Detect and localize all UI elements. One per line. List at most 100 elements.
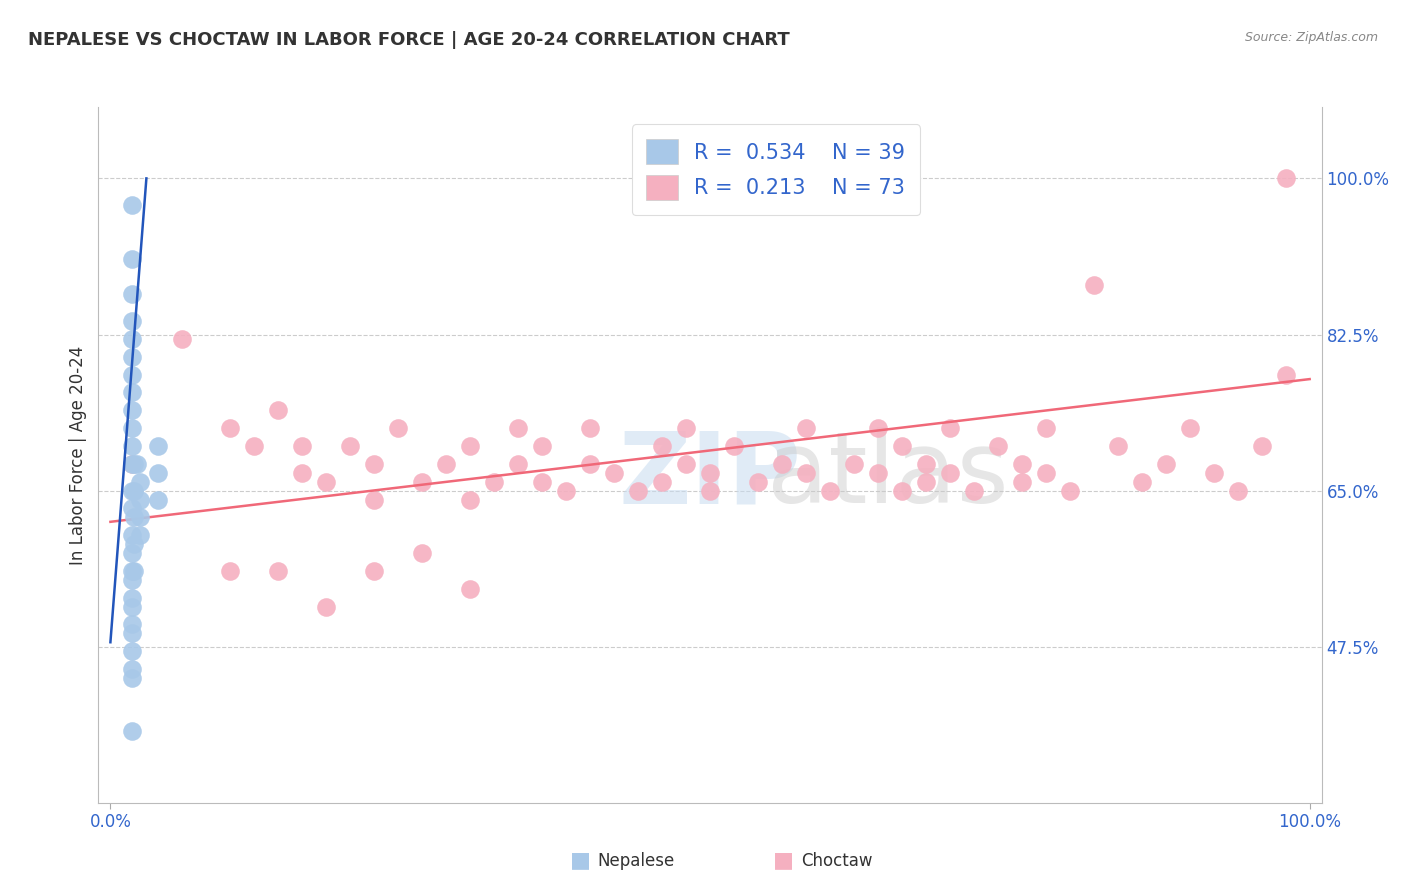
Point	[129, 510, 152, 524]
Point	[121, 457, 143, 471]
Point	[121, 546, 143, 560]
Point	[387, 421, 409, 435]
Point	[987, 439, 1010, 453]
Point	[531, 475, 554, 489]
Point	[458, 492, 481, 507]
Point	[121, 439, 143, 453]
Text: Choctaw: Choctaw	[801, 852, 873, 870]
Point	[818, 483, 841, 498]
Point	[363, 492, 385, 507]
Point	[243, 439, 266, 453]
Point	[121, 626, 143, 640]
Point	[1035, 421, 1057, 435]
Point	[866, 421, 889, 435]
Point	[939, 466, 962, 480]
Text: NEPALESE VS CHOCTAW IN LABOR FORCE | AGE 20-24 CORRELATION CHART: NEPALESE VS CHOCTAW IN LABOR FORCE | AGE…	[28, 31, 790, 49]
Point	[1154, 457, 1177, 471]
Text: atlas: atlas	[766, 427, 1008, 524]
Point	[675, 421, 697, 435]
Text: ZIP: ZIP	[619, 427, 801, 524]
Point	[1011, 457, 1033, 471]
Point	[315, 475, 337, 489]
Point	[1059, 483, 1081, 498]
Point	[794, 421, 817, 435]
Text: ■: ■	[569, 850, 591, 870]
Point	[124, 457, 146, 471]
Point	[363, 564, 385, 578]
Point	[121, 385, 143, 400]
Point	[121, 662, 143, 676]
Point	[148, 439, 170, 453]
Point	[121, 198, 143, 212]
Point	[121, 421, 143, 435]
Point	[129, 528, 152, 542]
Point	[121, 644, 143, 658]
Point	[531, 439, 554, 453]
Point	[172, 332, 194, 346]
Point	[579, 421, 602, 435]
Point	[121, 350, 143, 364]
Point	[939, 421, 962, 435]
Point	[434, 457, 457, 471]
Point	[699, 483, 721, 498]
Y-axis label: In Labor Force | Age 20-24: In Labor Force | Age 20-24	[69, 345, 87, 565]
Point	[1107, 439, 1129, 453]
Point	[1083, 278, 1105, 293]
Point	[890, 439, 912, 453]
Point	[219, 564, 242, 578]
Point	[148, 492, 170, 507]
Point	[291, 466, 314, 480]
Point	[866, 466, 889, 480]
Point	[1130, 475, 1153, 489]
Point	[1274, 171, 1296, 186]
Point	[842, 457, 865, 471]
Point	[915, 457, 938, 471]
Point	[723, 439, 745, 453]
Point	[121, 573, 143, 587]
Point	[291, 439, 314, 453]
Point	[267, 564, 290, 578]
Point	[121, 252, 143, 266]
Point	[121, 483, 143, 498]
Point	[508, 421, 530, 435]
Point	[315, 599, 337, 614]
Point	[794, 466, 817, 480]
Point	[125, 457, 148, 471]
Point	[267, 403, 290, 417]
Text: Nepalese: Nepalese	[598, 852, 675, 870]
Point	[124, 537, 146, 551]
Point	[121, 332, 143, 346]
Point	[1202, 466, 1225, 480]
Point	[1274, 368, 1296, 382]
Point	[627, 483, 650, 498]
Point	[1035, 466, 1057, 480]
Point	[129, 492, 152, 507]
Point	[1178, 421, 1201, 435]
Point	[1011, 475, 1033, 489]
Point	[121, 457, 143, 471]
Point	[1226, 483, 1249, 498]
Point	[458, 439, 481, 453]
Point	[411, 475, 433, 489]
Point	[148, 466, 170, 480]
Point	[129, 475, 152, 489]
Point	[121, 617, 143, 632]
Point	[121, 314, 143, 328]
Text: Source: ZipAtlas.com: Source: ZipAtlas.com	[1244, 31, 1378, 45]
Point	[915, 475, 938, 489]
Point	[121, 564, 143, 578]
Point	[603, 466, 626, 480]
Point	[555, 483, 578, 498]
Point	[121, 403, 143, 417]
Point	[411, 546, 433, 560]
Text: ■: ■	[773, 850, 794, 870]
Point	[121, 591, 143, 605]
Point	[579, 457, 602, 471]
Point	[121, 671, 143, 685]
Point	[121, 368, 143, 382]
Point	[124, 483, 146, 498]
Point	[890, 483, 912, 498]
Point	[458, 582, 481, 596]
Legend: R =  0.534    N = 39, R =  0.213    N = 73: R = 0.534 N = 39, R = 0.213 N = 73	[631, 124, 920, 215]
Point	[699, 466, 721, 480]
